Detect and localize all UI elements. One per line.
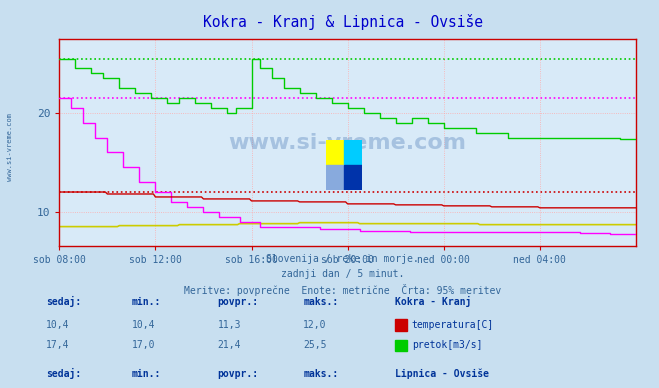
- Text: povpr.:: povpr.:: [217, 296, 258, 307]
- Text: 12,0: 12,0: [303, 320, 327, 330]
- Text: sedaj:: sedaj:: [46, 368, 81, 379]
- Text: 10,4: 10,4: [132, 320, 156, 330]
- Text: temperatura[C]: temperatura[C]: [412, 320, 494, 330]
- Text: 17,0: 17,0: [132, 340, 156, 350]
- Text: 21,4: 21,4: [217, 340, 241, 350]
- Text: www.si-vreme.com: www.si-vreme.com: [7, 113, 13, 182]
- Text: 11,3: 11,3: [217, 320, 241, 330]
- Bar: [326, 140, 344, 165]
- Text: Kokra - Kranj: Kokra - Kranj: [395, 296, 472, 307]
- Text: 10,4: 10,4: [46, 320, 70, 330]
- Text: povpr.:: povpr.:: [217, 369, 258, 379]
- Text: Kokra - Kranj & Lipnica - Ovsiše: Kokra - Kranj & Lipnica - Ovsiše: [203, 14, 482, 29]
- Text: 25,5: 25,5: [303, 340, 327, 350]
- Text: zadnji dan / 5 minut.: zadnji dan / 5 minut.: [281, 269, 405, 279]
- Text: min.:: min.:: [132, 369, 161, 379]
- Text: 17,4: 17,4: [46, 340, 70, 350]
- Text: min.:: min.:: [132, 296, 161, 307]
- Bar: [344, 165, 362, 190]
- Bar: [326, 165, 344, 190]
- Text: Lipnica - Ovsiše: Lipnica - Ovsiše: [395, 369, 490, 379]
- Text: maks.:: maks.:: [303, 369, 338, 379]
- Text: Meritve: povprečne  Enote: metrične  Črta: 95% meritev: Meritve: povprečne Enote: metrične Črta:…: [184, 284, 501, 296]
- Text: www.si-vreme.com: www.si-vreme.com: [229, 133, 467, 152]
- Text: pretok[m3/s]: pretok[m3/s]: [412, 340, 482, 350]
- Text: Slovenija / reke in morje.: Slovenija / reke in morje.: [266, 254, 419, 264]
- Text: maks.:: maks.:: [303, 296, 338, 307]
- Text: sedaj:: sedaj:: [46, 296, 81, 307]
- Bar: [344, 140, 362, 165]
